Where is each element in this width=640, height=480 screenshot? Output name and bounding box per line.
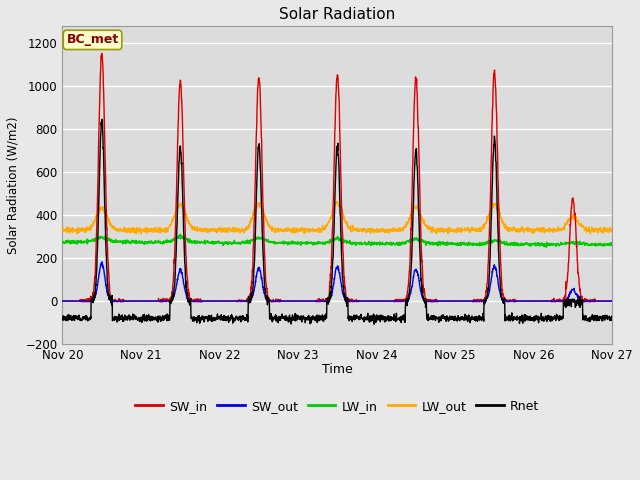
- LW_in: [368, 241, 376, 247]
- SW_out: [608, 298, 616, 304]
- SW_in: [472, 298, 479, 303]
- Rnet: [370, 322, 378, 327]
- LW_out: [310, 228, 317, 234]
- Line: LW_out: LW_out: [63, 202, 612, 234]
- Title: Solar Radiation: Solar Radiation: [279, 7, 396, 22]
- SW_out: [558, 298, 566, 304]
- LW_in: [59, 239, 67, 245]
- SW_in: [368, 298, 376, 304]
- Rnet: [558, 314, 566, 320]
- SW_in: [77, 299, 85, 305]
- SW_in: [608, 298, 616, 304]
- LW_out: [472, 228, 479, 233]
- Line: SW_out: SW_out: [63, 262, 612, 302]
- Y-axis label: Solar Radiation (W/m2): Solar Radiation (W/m2): [7, 116, 20, 254]
- Text: BC_met: BC_met: [67, 34, 118, 47]
- Line: SW_in: SW_in: [63, 53, 612, 302]
- LW_in: [558, 241, 566, 247]
- SW_in: [609, 298, 616, 304]
- LW_in: [472, 242, 479, 248]
- LW_in: [177, 231, 184, 237]
- SW_out: [472, 298, 479, 304]
- LW_in: [608, 241, 616, 247]
- Rnet: [542, 316, 550, 322]
- Legend: SW_in, SW_out, LW_in, LW_out, Rnet: SW_in, SW_out, LW_in, LW_out, Rnet: [131, 395, 544, 418]
- SW_out: [404, 299, 412, 305]
- SW_in: [558, 299, 566, 304]
- Line: LW_in: LW_in: [63, 234, 612, 247]
- SW_out: [59, 298, 67, 304]
- Line: Rnet: Rnet: [63, 120, 612, 324]
- SW_in: [310, 298, 317, 304]
- LW_out: [368, 228, 376, 234]
- SW_out: [368, 298, 376, 304]
- SW_in: [98, 50, 106, 56]
- LW_out: [333, 199, 341, 204]
- LW_in: [542, 244, 550, 250]
- LW_in: [310, 240, 317, 246]
- Rnet: [310, 314, 317, 320]
- LW_out: [132, 231, 140, 237]
- Rnet: [608, 313, 616, 319]
- SW_in: [59, 298, 67, 304]
- Rnet: [59, 314, 67, 320]
- LW_in: [609, 240, 616, 246]
- Rnet: [368, 317, 376, 323]
- LW_out: [609, 228, 616, 233]
- SW_out: [98, 259, 106, 264]
- Rnet: [472, 318, 479, 324]
- LW_in: [542, 243, 550, 249]
- X-axis label: Time: Time: [322, 363, 353, 376]
- LW_out: [608, 226, 616, 232]
- SW_out: [609, 298, 616, 304]
- Rnet: [99, 117, 106, 122]
- SW_out: [310, 298, 317, 304]
- LW_out: [542, 228, 550, 233]
- Rnet: [609, 314, 616, 320]
- LW_out: [59, 226, 67, 232]
- SW_out: [542, 298, 550, 304]
- LW_out: [558, 227, 566, 232]
- SW_in: [542, 298, 550, 304]
